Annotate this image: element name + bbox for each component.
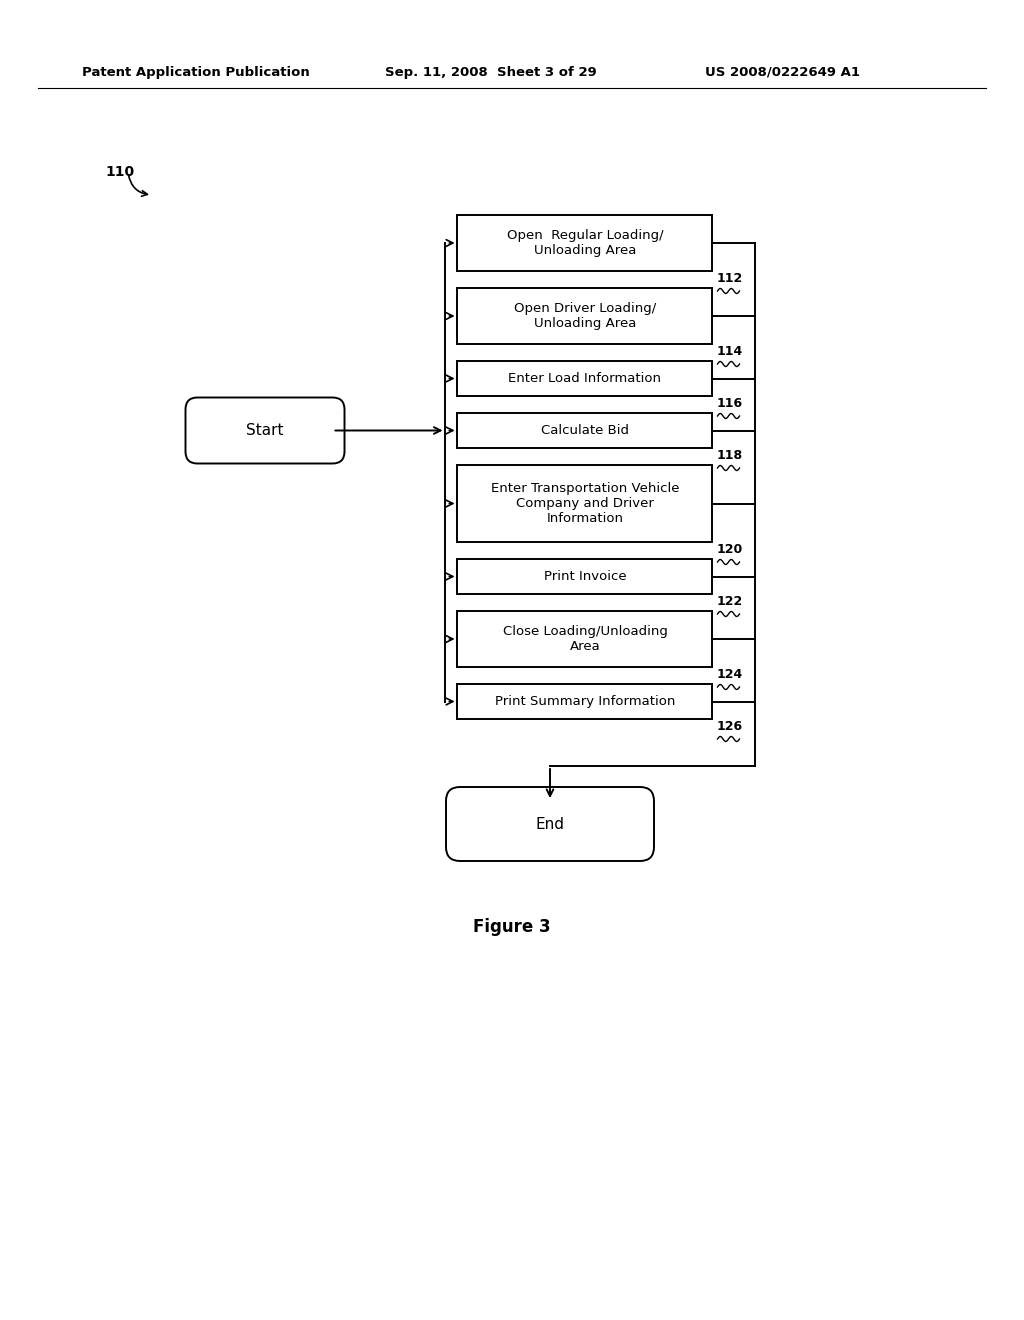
Text: 110: 110 [105, 165, 134, 180]
Text: US 2008/0222649 A1: US 2008/0222649 A1 [705, 66, 860, 78]
Text: Open  Regular Loading/
Unloading Area: Open Regular Loading/ Unloading Area [507, 228, 664, 257]
FancyBboxPatch shape [446, 787, 654, 861]
Text: Open Driver Loading/
Unloading Area: Open Driver Loading/ Unloading Area [514, 302, 656, 330]
Text: 124: 124 [717, 668, 742, 681]
Text: 126: 126 [717, 719, 742, 733]
Text: Patent Application Publication: Patent Application Publication [82, 66, 309, 78]
Text: 116: 116 [717, 397, 742, 411]
Text: Close Loading/Unloading
Area: Close Loading/Unloading Area [503, 624, 668, 653]
FancyBboxPatch shape [458, 360, 713, 396]
Text: End: End [536, 817, 564, 832]
FancyBboxPatch shape [458, 558, 713, 594]
FancyBboxPatch shape [458, 215, 713, 271]
Text: Calculate Bid: Calculate Bid [541, 424, 629, 437]
FancyBboxPatch shape [458, 413, 713, 447]
Text: Sep. 11, 2008  Sheet 3 of 29: Sep. 11, 2008 Sheet 3 of 29 [385, 66, 597, 78]
Text: Enter Transportation Vehicle
Company and Driver
Information: Enter Transportation Vehicle Company and… [490, 482, 679, 525]
Text: Enter Load Information: Enter Load Information [509, 372, 662, 385]
Text: 122: 122 [717, 595, 742, 609]
Text: Print Invoice: Print Invoice [544, 570, 627, 583]
Text: 114: 114 [717, 345, 742, 358]
Text: 112: 112 [717, 272, 742, 285]
Text: Start: Start [246, 422, 284, 438]
FancyBboxPatch shape [458, 611, 713, 667]
FancyBboxPatch shape [458, 288, 713, 345]
FancyBboxPatch shape [458, 465, 713, 543]
Text: Figure 3: Figure 3 [473, 917, 551, 936]
FancyBboxPatch shape [185, 397, 344, 463]
Text: 120: 120 [717, 543, 742, 556]
Text: Print Summary Information: Print Summary Information [495, 696, 675, 708]
FancyBboxPatch shape [458, 684, 713, 719]
Text: 118: 118 [717, 449, 742, 462]
